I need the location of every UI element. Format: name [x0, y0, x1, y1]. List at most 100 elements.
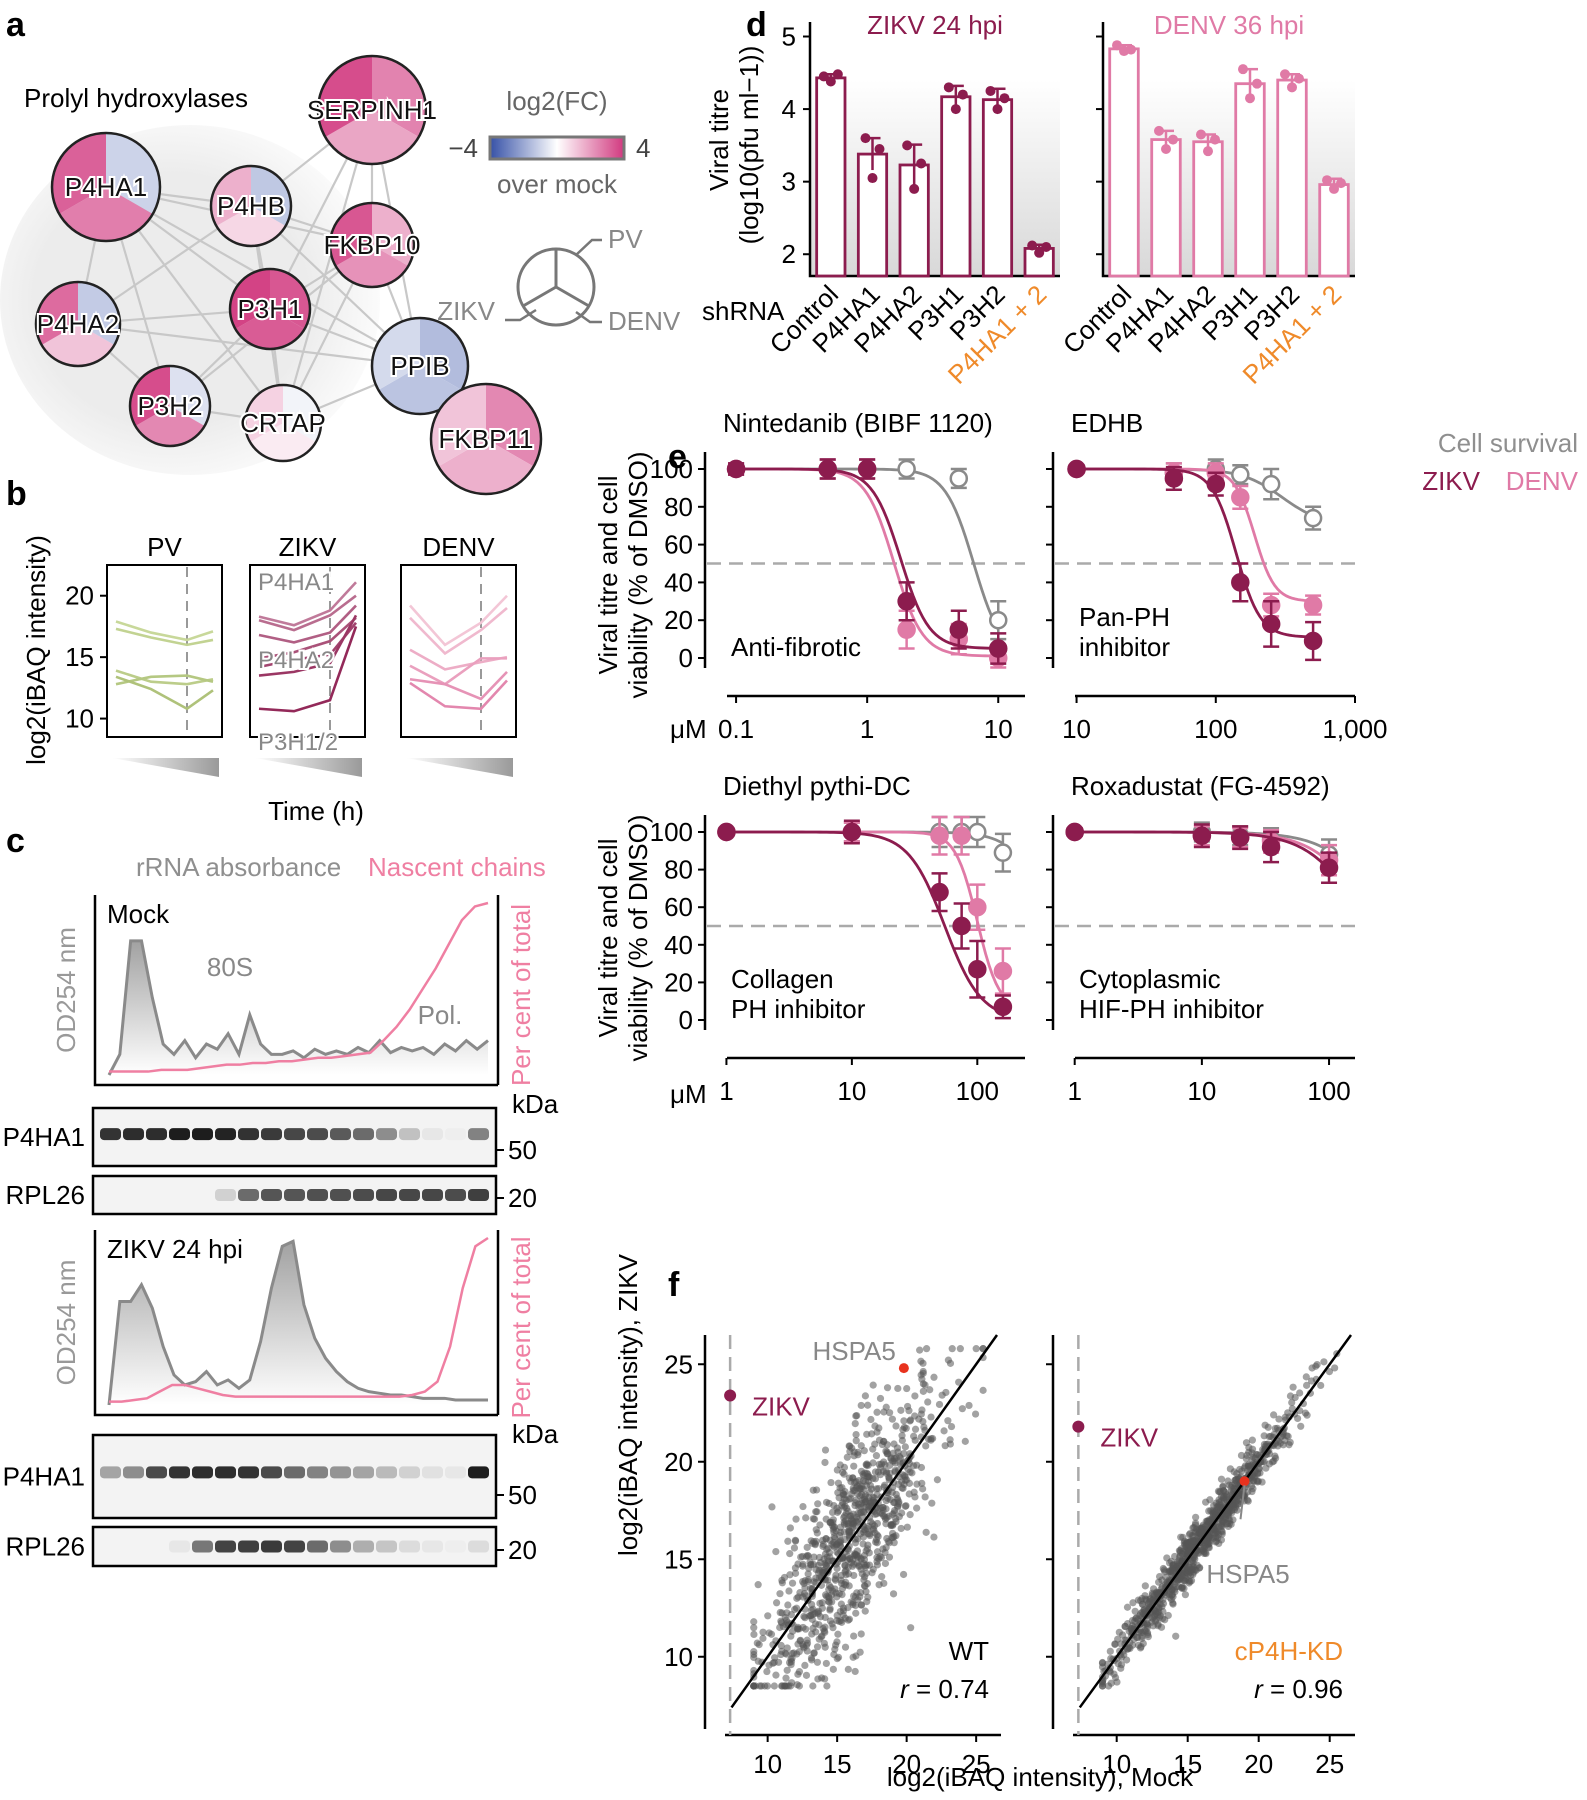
protein-point — [839, 1491, 847, 1499]
correlation-label: r = 0.74 — [900, 1674, 989, 1704]
protein-point — [784, 1601, 792, 1609]
protein-point — [935, 1400, 944, 1409]
zikv-data-point — [1164, 469, 1184, 488]
protein-point — [1117, 1664, 1125, 1672]
protein-point — [833, 1611, 841, 1620]
protein-point — [907, 1624, 915, 1632]
blot-band — [353, 1128, 374, 1141]
protein-point — [855, 1561, 863, 1570]
subplot-title: DENV — [422, 532, 495, 562]
protein-point — [871, 1475, 880, 1483]
x-tick-label: 20 — [892, 1749, 921, 1779]
background-shading — [810, 80, 1060, 276]
protein-point — [944, 1417, 952, 1425]
protein-point — [1171, 1552, 1179, 1561]
protein-point — [798, 1552, 807, 1561]
blot-band — [399, 1128, 420, 1141]
panel-b: b log2(iBAQ intensity) 10 15 20 PV ZIKV P4HA1 P… — [6, 475, 517, 826]
replicate-point — [1336, 178, 1346, 189]
protein-point — [859, 1477, 867, 1485]
unit-label: μM — [670, 714, 707, 744]
legend-pointer-denv — [575, 310, 602, 324]
protein-point — [795, 1668, 804, 1676]
cell-data-point — [993, 843, 1013, 862]
protein-point — [897, 1406, 905, 1414]
protein-point — [764, 1612, 772, 1620]
protein-point — [776, 1590, 784, 1598]
protein-point — [1153, 1611, 1161, 1619]
protein-point — [821, 1446, 830, 1454]
protein-point — [803, 1641, 811, 1649]
protein-point — [948, 1345, 956, 1353]
zikv-data-point — [857, 459, 877, 479]
protein-point — [854, 1448, 862, 1456]
blot-band — [445, 1466, 466, 1479]
protein-point — [878, 1440, 887, 1449]
od-trace — [107, 939, 489, 1076]
protein-point — [844, 1665, 852, 1673]
node-sector-denv — [59, 187, 153, 241]
node-sector-denv — [250, 423, 316, 462]
protein-point — [1303, 1381, 1311, 1389]
series-line — [258, 625, 358, 713]
x-axis-label: Time (h) — [268, 796, 364, 826]
replicate-point — [1112, 40, 1122, 51]
replicate-point — [957, 89, 968, 100]
protein-point — [844, 1604, 852, 1612]
series-line — [258, 581, 357, 627]
protein-point — [806, 1558, 814, 1566]
protein-point — [1302, 1373, 1310, 1381]
protein-point — [776, 1623, 784, 1632]
protein-point — [1215, 1488, 1224, 1496]
replicate-point — [1252, 78, 1262, 89]
zikv-bars: ZIKV 24 hpiControlP4HA1P4HA2P3H1P3H2P4HA… — [764, 10, 1060, 390]
bar-p4ha1 — [1150, 138, 1182, 278]
protein-point — [1232, 1500, 1240, 1509]
blot-band — [330, 1540, 351, 1553]
drug-annotation: Cytoplasmic — [1079, 964, 1221, 994]
panel-a: a Prolyl hydroxylases log2(FC) −4 4 over mo… — [0, 6, 681, 496]
protein-point — [770, 1682, 778, 1690]
protein-point — [821, 1623, 829, 1631]
bar-p3h1 — [1234, 82, 1266, 278]
protein-point — [906, 1417, 914, 1425]
protein-point — [861, 1607, 869, 1615]
node-label: FKBP10 — [324, 230, 421, 260]
protein-point — [871, 1422, 879, 1430]
protein-point — [899, 1570, 908, 1579]
legend-title: log2(FC) — [506, 86, 607, 116]
zikv-data-point — [930, 882, 949, 902]
hspa5-label: HSPA5 — [813, 1336, 896, 1366]
protein-point — [1121, 1622, 1129, 1630]
blot-band — [353, 1189, 374, 1201]
denv-data-point — [1303, 595, 1323, 615]
zikv-data-point — [1067, 459, 1086, 479]
blot-band — [468, 1466, 489, 1479]
protein-point — [794, 1593, 802, 1601]
protein-point — [818, 1599, 826, 1607]
replicate-point — [1238, 64, 1248, 75]
protein-point — [810, 1553, 818, 1561]
replicate-point — [1210, 134, 1220, 145]
series-line — [115, 620, 214, 642]
protein-point — [1331, 1364, 1339, 1372]
protein-point — [1288, 1398, 1296, 1407]
marker-label: 20 — [508, 1183, 537, 1213]
protein-point — [814, 1675, 822, 1683]
protein-point — [1144, 1633, 1152, 1641]
dose-response-charts: Viral titre and cell viability (% of DMSO… — [593, 408, 1388, 1109]
protein-point — [911, 1425, 920, 1433]
protein-point — [1220, 1493, 1228, 1501]
protein-point — [821, 1628, 829, 1636]
protein-point — [1281, 1436, 1289, 1444]
protein-point — [900, 1417, 908, 1425]
legend-pie-divider — [555, 285, 590, 308]
y-axis-label-1: Viral titre — [704, 89, 734, 191]
x-tick-label: 10 — [984, 714, 1013, 744]
protein-point — [1248, 1436, 1256, 1444]
series-line — [258, 614, 358, 677]
hspa5-pointer — [1239, 1485, 1246, 1520]
protein-point — [884, 1494, 892, 1502]
